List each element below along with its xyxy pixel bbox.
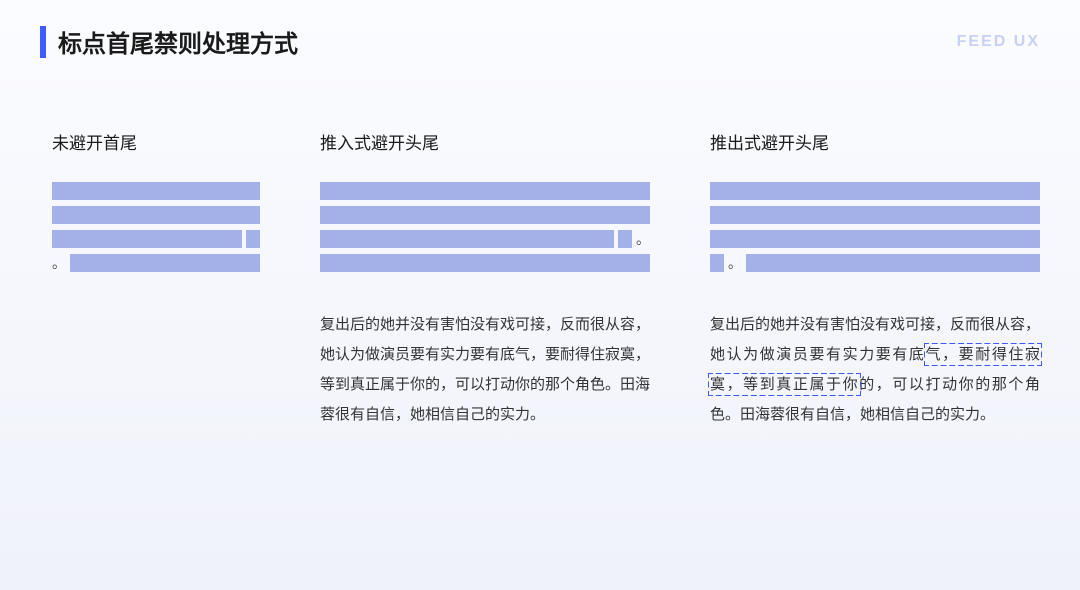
text-bar	[710, 182, 1040, 200]
line-row	[52, 206, 260, 224]
brand-label: FEED UX	[957, 33, 1040, 51]
line-row: 。	[710, 254, 1040, 272]
sample-text: 复出后的她并没有害怕没有戏可接，反而很从容，她认为做演员要有实力要有底气，要耐得…	[710, 310, 1040, 430]
column-push-in: 推入式避开头尾 。 复出后的她并没有害怕没有戏可接，反而很从容，她认为做演员要有…	[320, 129, 650, 430]
text-bar	[320, 254, 650, 272]
sample-text: 复出后的她并没有害怕没有戏可接，反而很从容，她认为做演员要有实力要有底气，要耐得…	[320, 310, 650, 430]
text-bar	[320, 230, 614, 248]
text-bar	[710, 254, 724, 272]
text-bar	[52, 206, 260, 224]
punctuation-mark: 。	[636, 230, 650, 248]
line-row	[52, 230, 260, 248]
text-bar	[710, 230, 1040, 248]
column-no-avoid: 未避开首尾 。	[52, 129, 260, 430]
diagram-lines: 。	[320, 182, 650, 272]
text-bar	[710, 206, 1040, 224]
text-bar	[746, 254, 1040, 272]
line-row: 。	[320, 230, 650, 248]
line-row	[320, 254, 650, 272]
text-bar	[52, 182, 260, 200]
line-row	[320, 182, 650, 200]
column-heading: 未避开首尾	[52, 129, 260, 154]
punctuation-mark: 。	[52, 254, 66, 272]
line-row	[710, 230, 1040, 248]
punctuation-mark: 。	[728, 254, 742, 272]
column-heading: 推入式避开头尾	[320, 129, 650, 154]
line-row	[710, 206, 1040, 224]
line-row: 。	[52, 254, 260, 272]
sample-pre: 复出后的她并没有害怕没有戏可接，反而很从容，她认为做演员要有实力要有底气，要耐得…	[320, 316, 650, 423]
diagram-lines: 。	[52, 182, 260, 272]
accent-bar	[40, 26, 46, 58]
text-bar	[618, 230, 632, 248]
text-bar	[52, 230, 242, 248]
text-bar	[70, 254, 260, 272]
column-heading: 推出式避开头尾	[710, 129, 1040, 154]
header: 标点首尾禁则处理方式 FEED UX	[0, 0, 1080, 59]
columns: 未避开首尾 。 推入式避开头尾 。 复出后的她并没有害怕没有戏可接，反而很从容，…	[0, 59, 1080, 430]
text-bar	[320, 182, 650, 200]
text-bar	[246, 230, 260, 248]
line-row	[710, 182, 1040, 200]
diagram-lines: 。	[710, 182, 1040, 272]
text-bar	[320, 206, 650, 224]
line-row	[320, 206, 650, 224]
column-push-out: 推出式避开头尾 。 复出后的她并没有害怕没有戏可接，反而很从容，她认为做演员要有…	[710, 129, 1040, 430]
title-wrap: 标点首尾禁则处理方式	[40, 24, 298, 59]
line-row	[52, 182, 260, 200]
page-title: 标点首尾禁则处理方式	[58, 24, 298, 59]
